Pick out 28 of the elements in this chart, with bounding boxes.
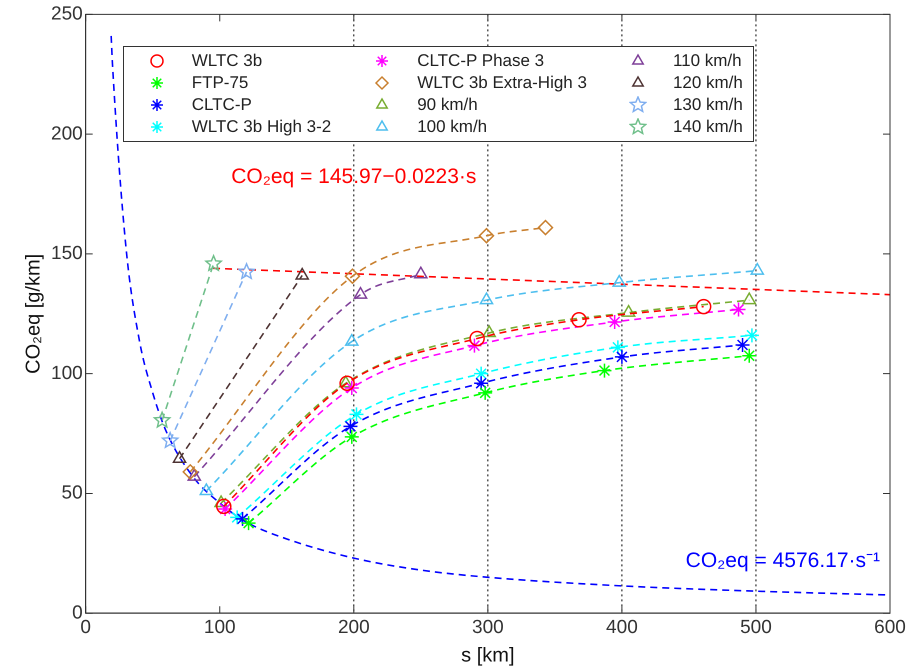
legend-label: 90 km/h	[417, 95, 478, 116]
x-tick-label: 300	[472, 616, 504, 638]
legend-label: FTP-75	[192, 73, 248, 94]
annotation: CO₂eq = 4576.17·s⁻¹	[686, 548, 880, 572]
y-tick-label: 200	[51, 123, 83, 144]
y-tick-label: 150	[51, 243, 83, 264]
legend-label: 100 km/h	[417, 117, 488, 138]
legend-label: 120 km/h	[672, 73, 743, 94]
x-tick-label: 200	[338, 616, 370, 638]
legend-label: 140 km/h	[672, 117, 743, 138]
y-tick-label: 50	[62, 482, 83, 504]
x-tick-label: 400	[606, 616, 638, 638]
y-axis-title: CO₂eq [g/km]	[22, 254, 45, 374]
x-tick-label: 100	[204, 616, 236, 638]
legend-label: WLTC 3b High 3-2	[192, 117, 332, 138]
x-axis-title: s [km]	[461, 644, 515, 667]
legend-label: CLTC-P Phase 3	[417, 51, 544, 72]
x-tick-label: 500	[740, 616, 772, 638]
y-tick-label: 250	[51, 4, 83, 25]
x-tick-label: 600	[874, 616, 906, 638]
legend-label: 130 km/h	[672, 95, 743, 116]
legend-label: 110 km/h	[672, 51, 742, 72]
legend-label: CLTC-P	[192, 95, 252, 116]
annotation: CO₂eq = 145.97−0.0223·s	[231, 165, 476, 188]
y-tick-label: 100	[51, 362, 83, 384]
legend-label: WLTC 3b	[192, 51, 262, 72]
y-tick-label: 0	[72, 602, 83, 624]
legend-label: WLTC 3b Extra-High 3	[417, 73, 587, 94]
